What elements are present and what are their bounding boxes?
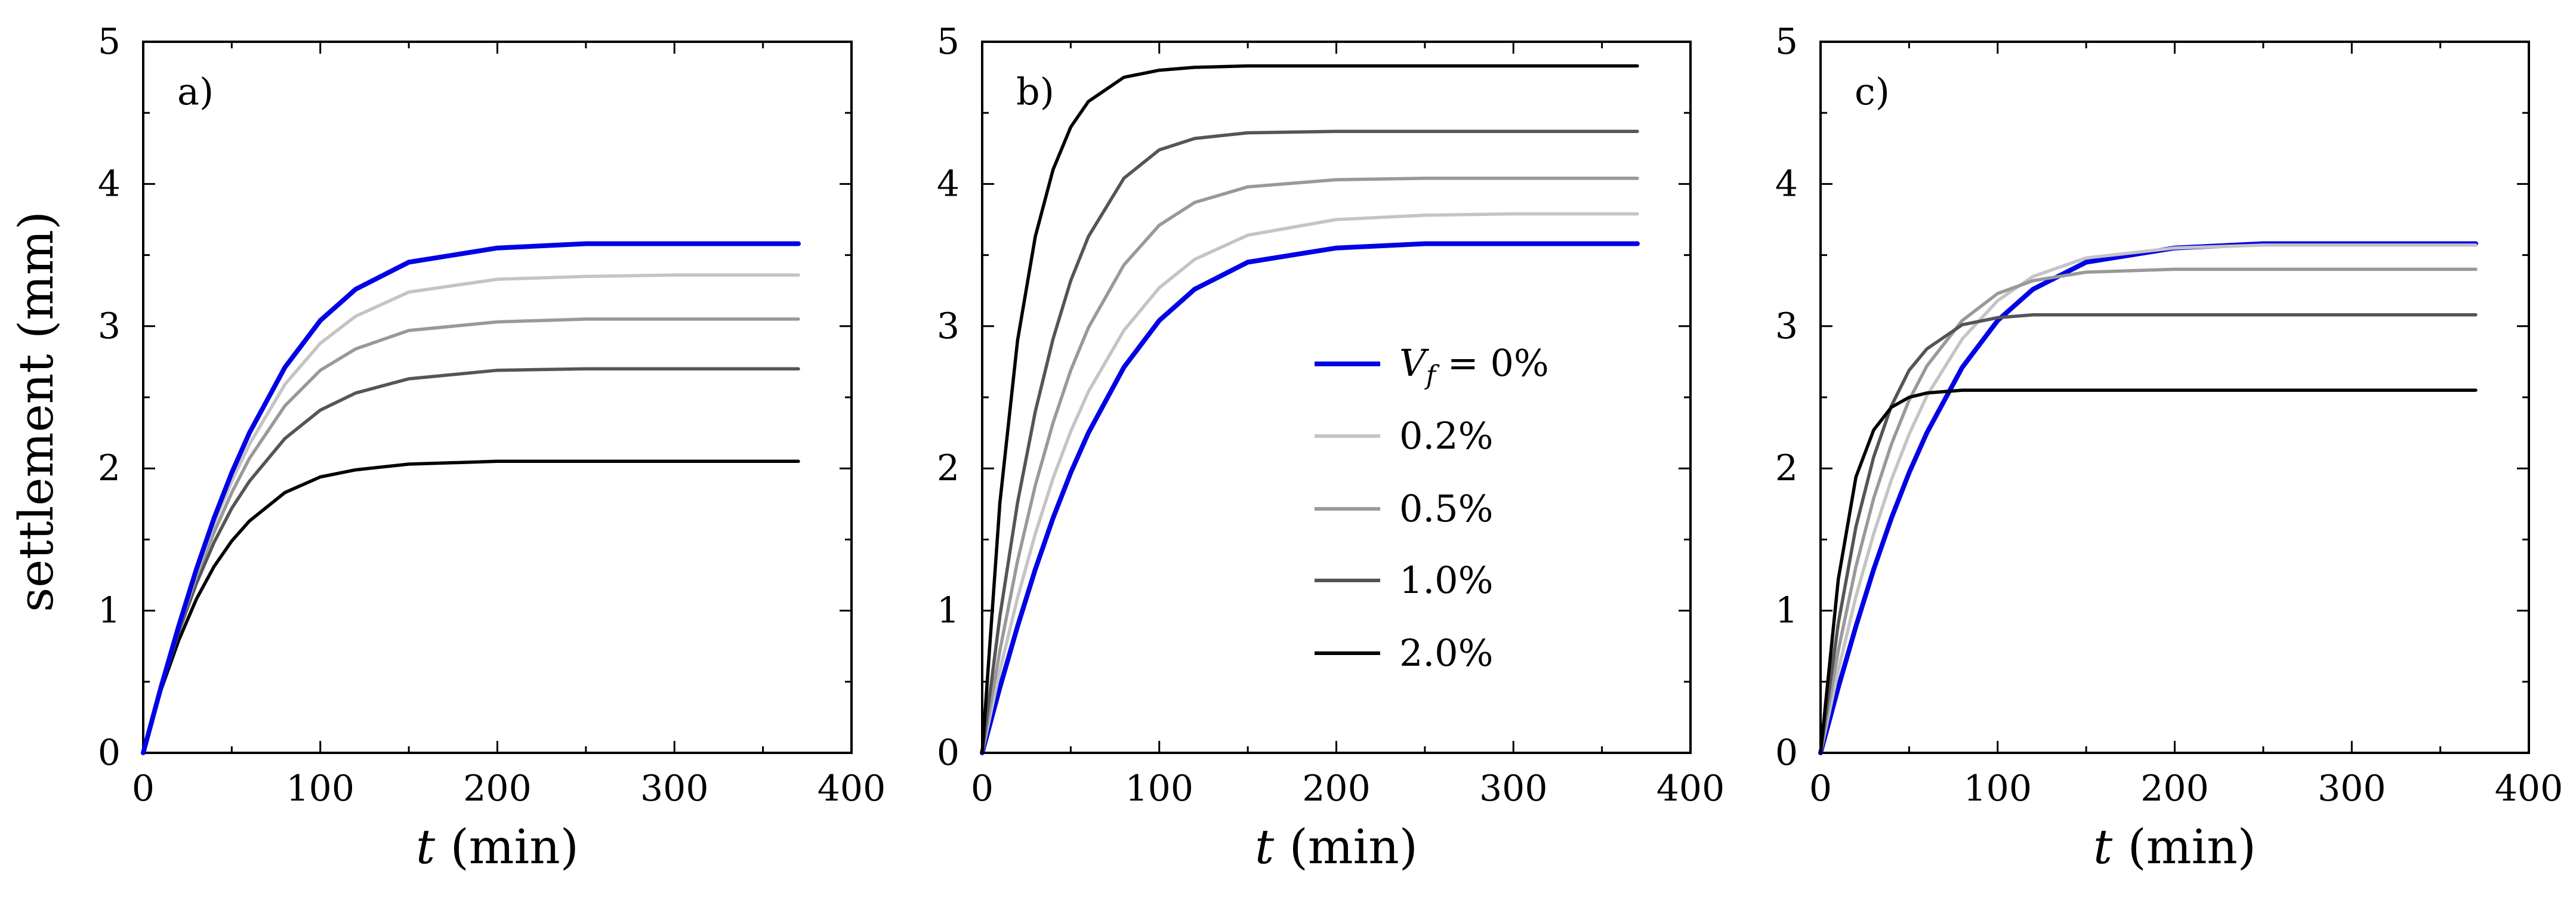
x-tick-label: 300 bbox=[640, 768, 709, 810]
legend: Vf = 0% 0.2% 0.5% 1.0% 2.0% bbox=[1315, 341, 1549, 675]
series-line-0-5 bbox=[980, 177, 1639, 755]
legend-entry-vf-0: Vf = 0% bbox=[1315, 341, 1549, 391]
legend-entry-0-2: 0.2% bbox=[1315, 414, 1494, 458]
panel-label: a) bbox=[177, 70, 214, 113]
x-tick-label: 200 bbox=[1302, 768, 1371, 810]
x-tick-label: 200 bbox=[463, 768, 532, 810]
x-tick-label: 400 bbox=[1656, 768, 1725, 810]
y-tick-label: 4 bbox=[937, 163, 960, 205]
x-tick-label: 0 bbox=[971, 768, 994, 810]
y-tick-label: 3 bbox=[937, 305, 960, 347]
x-axis-label: t (min) bbox=[1255, 819, 1418, 875]
y-tick-label: 4 bbox=[98, 163, 121, 205]
y-tick-label: 1 bbox=[98, 590, 121, 632]
series-line-0-5 bbox=[141, 317, 800, 755]
series-line-vf-0 bbox=[141, 241, 801, 755]
series-line-0-2 bbox=[980, 212, 1639, 755]
y-tick-label: 5 bbox=[98, 21, 121, 63]
legend-label-vf-0: Vf = 0% bbox=[1399, 341, 1549, 391]
panel-a: 0 100 200 300 400 0 1 2 3 4 5 t (min) a) bbox=[98, 21, 886, 875]
x-tick-label: 0 bbox=[132, 768, 155, 810]
series-line-0-2 bbox=[1819, 243, 2478, 755]
x-tick-label: 300 bbox=[1479, 768, 1548, 810]
legend-label-0-2: 0.2% bbox=[1399, 414, 1494, 458]
x-axis-label: t (min) bbox=[416, 819, 579, 875]
legend-entry-1-0: 1.0% bbox=[1315, 558, 1494, 602]
y-tick-label: 2 bbox=[1775, 447, 1798, 489]
legend-entry-2-0: 2.0% bbox=[1315, 631, 1494, 675]
series-line-vf-0 bbox=[1818, 241, 2478, 755]
legend-label-0-5: 0.5% bbox=[1399, 487, 1494, 530]
y-tick-label: 1 bbox=[1775, 590, 1798, 632]
panel-b: 0 100 200 300 400 0 1 2 3 4 5 t (min) b) bbox=[937, 21, 1724, 875]
series-line-2-0 bbox=[141, 459, 800, 755]
plot-frame bbox=[142, 41, 853, 754]
y-tick-label: 5 bbox=[937, 21, 960, 63]
y-tick-label: 0 bbox=[937, 732, 960, 774]
legend-entry-0-5: 0.5% bbox=[1315, 487, 1494, 530]
series-line-1-0 bbox=[980, 129, 1639, 755]
x-tick-label: 400 bbox=[817, 768, 886, 810]
x-tick-label: 100 bbox=[1963, 768, 2032, 810]
y-tick-label: 0 bbox=[98, 732, 121, 774]
y-axis-label: settlement (mm) bbox=[8, 211, 64, 612]
legend-label-2-0: 2.0% bbox=[1399, 631, 1494, 675]
x-tick-label: 400 bbox=[2495, 768, 2563, 810]
series-line-1-0 bbox=[1819, 313, 2478, 755]
x-tick-label: 0 bbox=[1809, 768, 1832, 810]
panel-label: b) bbox=[1016, 70, 1054, 113]
series-line-1-0 bbox=[141, 367, 800, 755]
x-tick-label: 200 bbox=[2140, 768, 2209, 810]
x-tick-label: 100 bbox=[1125, 768, 1193, 810]
legend-label-1-0: 1.0% bbox=[1399, 558, 1494, 602]
series-line-0-2 bbox=[141, 273, 800, 755]
series-line-0-5 bbox=[1819, 267, 2478, 755]
y-tick-label: 2 bbox=[937, 447, 960, 489]
y-tick-label: 3 bbox=[98, 305, 121, 347]
series-line-vf-0 bbox=[980, 241, 1640, 755]
series-line-2-0 bbox=[980, 64, 1639, 755]
panel-label: c) bbox=[1855, 70, 1890, 113]
y-tick-label: 0 bbox=[1775, 732, 1798, 774]
x-axis-label: t (min) bbox=[2093, 819, 2256, 875]
series-line-2-0 bbox=[1819, 388, 2478, 755]
y-tick-label: 1 bbox=[937, 590, 960, 632]
y-tick-label: 5 bbox=[1775, 21, 1798, 63]
panel-c: 0 100 200 300 400 0 1 2 3 4 5 t (min) c) bbox=[1775, 21, 2563, 875]
x-tick-label: 100 bbox=[286, 768, 354, 810]
x-tick-label: 300 bbox=[2318, 768, 2386, 810]
y-tick-label: 2 bbox=[98, 447, 121, 489]
plot-frame bbox=[981, 41, 1692, 754]
y-tick-label: 4 bbox=[1775, 163, 1798, 205]
y-tick-label: 3 bbox=[1775, 305, 1798, 347]
